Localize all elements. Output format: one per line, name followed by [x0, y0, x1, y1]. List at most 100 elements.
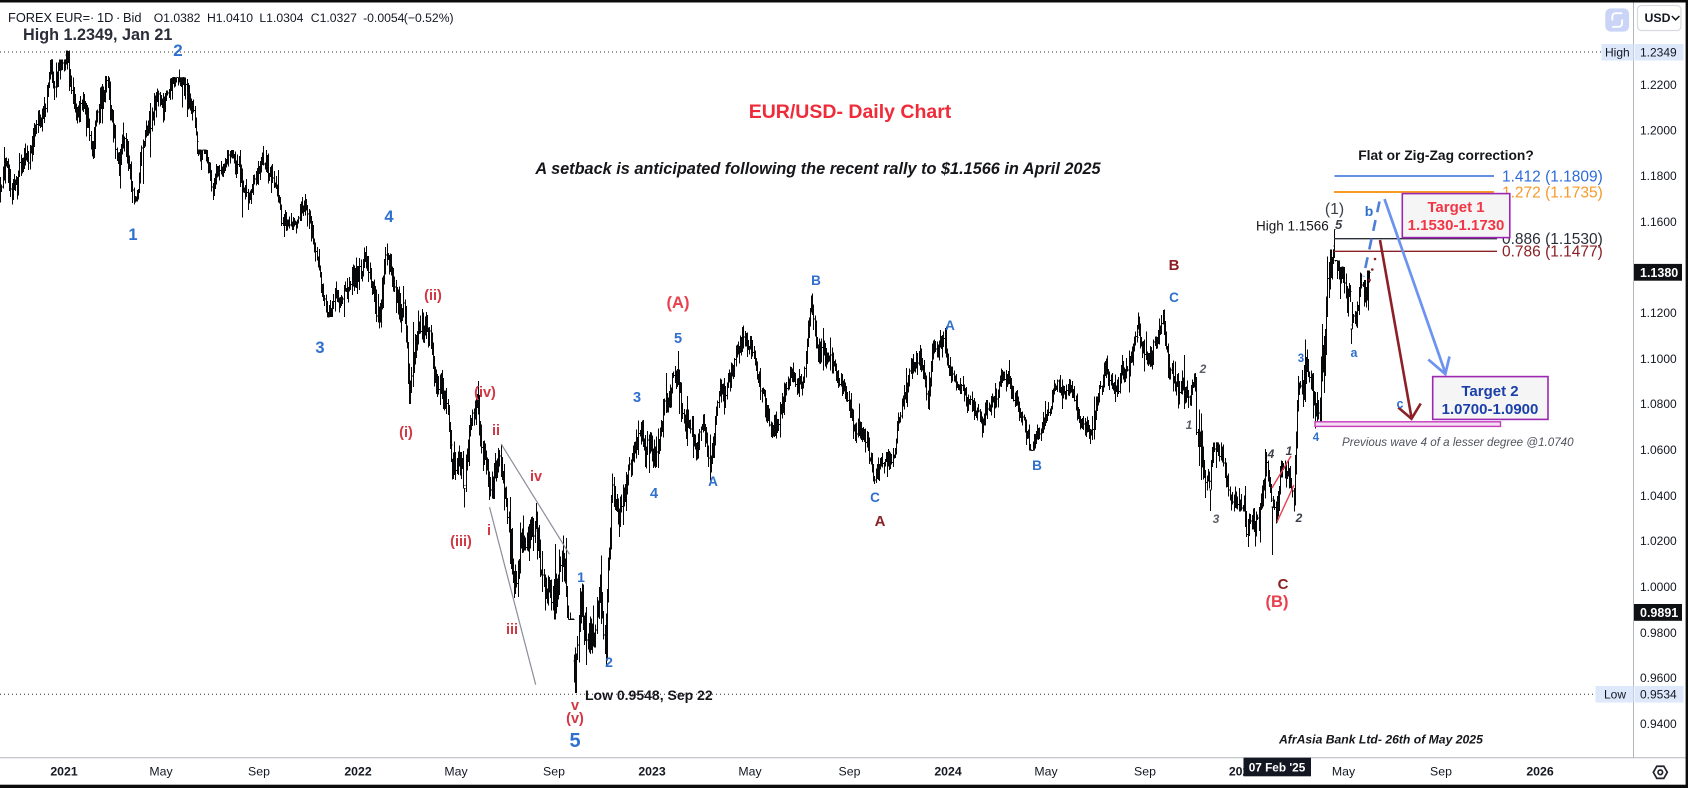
svg-text:iii: iii: [506, 622, 518, 638]
svg-text:0.9534: 0.9534: [1640, 688, 1677, 702]
svg-text:b: b: [1365, 203, 1374, 219]
svg-text:Low: Low: [1604, 688, 1626, 702]
svg-text:4: 4: [384, 208, 394, 226]
svg-text:1.0700-1.0900: 1.0700-1.0900: [1442, 401, 1539, 418]
svg-text:0.9600: 0.9600: [1640, 671, 1677, 685]
svg-text:1.272 (1.1735): 1.272 (1.1735): [1502, 185, 1603, 202]
svg-text:High: High: [1605, 46, 1630, 60]
svg-text:·: ·: [116, 10, 120, 25]
svg-text:0.9800: 0.9800: [1640, 626, 1677, 640]
svg-text:1D: 1D: [97, 10, 113, 25]
svg-text:1.0800: 1.0800: [1640, 397, 1677, 411]
svg-text:Sep: Sep: [543, 765, 565, 779]
svg-text:May: May: [149, 765, 173, 779]
svg-text:Sep: Sep: [839, 765, 861, 779]
svg-text:1.0200: 1.0200: [1640, 534, 1677, 548]
svg-text:1.1600: 1.1600: [1640, 215, 1677, 229]
svg-text:FOREX EUR=: FOREX EUR=: [8, 10, 90, 25]
svg-text:A: A: [945, 318, 955, 333]
svg-text:(iv): (iv): [474, 385, 496, 401]
svg-text:May: May: [1034, 765, 1058, 779]
svg-text:C: C: [1278, 576, 1289, 593]
svg-text:c: c: [1397, 397, 1404, 411]
svg-text:2: 2: [173, 41, 182, 60]
svg-text:C: C: [870, 490, 880, 505]
svg-text:iv: iv: [530, 469, 542, 485]
svg-text:5: 5: [569, 730, 580, 752]
svg-text:2: 2: [1199, 362, 1207, 376]
svg-text:3: 3: [1213, 512, 1220, 526]
svg-text:2021: 2021: [50, 765, 78, 779]
svg-text:Target 2: Target 2: [1461, 383, 1518, 400]
svg-text:May: May: [444, 765, 468, 779]
svg-text:C: C: [1169, 290, 1179, 305]
svg-text:1: 1: [128, 226, 137, 244]
svg-text:AfrAsia Bank Ltd- 26th of May: AfrAsia Bank Ltd- 26th of May 2025: [1278, 733, 1483, 747]
svg-text:2024: 2024: [934, 765, 962, 779]
svg-text:2: 2: [1295, 511, 1303, 525]
svg-text:L1.0304: L1.0304: [259, 11, 303, 25]
svg-text:1.1380: 1.1380: [1640, 266, 1678, 280]
svg-text:(i): (i): [399, 425, 413, 441]
svg-text:ii: ii: [492, 423, 500, 439]
svg-text:-0.0054: -0.0054: [363, 11, 405, 25]
svg-text:(ii): (ii): [424, 288, 442, 304]
svg-text:5: 5: [674, 331, 682, 347]
svg-text:High 1.2349, Jan 21: High 1.2349, Jan 21: [23, 26, 172, 44]
svg-text:1: 1: [1286, 444, 1293, 458]
svg-text:A: A: [875, 513, 886, 530]
svg-text:1: 1: [1186, 418, 1193, 432]
svg-text:2: 2: [605, 654, 613, 670]
svg-text:1.2349: 1.2349: [1640, 46, 1677, 60]
svg-text:0.9891: 0.9891: [1640, 606, 1678, 620]
svg-text:0.9400: 0.9400: [1640, 717, 1677, 731]
svg-text:(1): (1): [1325, 201, 1344, 218]
svg-text:a: a: [1351, 346, 1359, 360]
svg-text:1: 1: [577, 569, 585, 585]
svg-text:USD: USD: [1645, 11, 1671, 25]
svg-text:2026: 2026: [1526, 765, 1554, 779]
svg-text:EUR/USD- Daily Chart: EUR/USD- Daily Chart: [749, 101, 952, 123]
svg-text:2023: 2023: [638, 765, 666, 779]
svg-text:(B): (B): [1266, 593, 1289, 611]
svg-text:1.0000: 1.0000: [1640, 580, 1677, 594]
svg-text:Low 0.9548, Sep 22: Low 0.9548, Sep 22: [585, 687, 713, 703]
svg-text:1.1800: 1.1800: [1640, 169, 1677, 183]
svg-text:5: 5: [1335, 217, 1343, 232]
svg-text:O1.0382: O1.0382: [154, 11, 201, 25]
svg-text:4: 4: [1267, 447, 1275, 461]
svg-text:1.1000: 1.1000: [1640, 352, 1677, 366]
svg-text:1.412 (1.1809): 1.412 (1.1809): [1502, 169, 1603, 186]
svg-text:4: 4: [650, 486, 658, 502]
svg-text:C1.0327: C1.0327: [311, 11, 357, 25]
svg-text:07 Feb '25: 07 Feb '25: [1249, 761, 1306, 775]
svg-text:1.0400: 1.0400: [1640, 489, 1677, 503]
svg-text:Sep: Sep: [1134, 765, 1156, 779]
svg-text:1.1530-1.1730: 1.1530-1.1730: [1408, 217, 1505, 234]
svg-text:A setback is anticipated follo: A setback is anticipated following the r…: [534, 160, 1101, 178]
svg-text:3: 3: [1298, 353, 1304, 365]
svg-text:1.2200: 1.2200: [1640, 78, 1677, 92]
svg-text:3: 3: [315, 339, 324, 357]
svg-text:4: 4: [1313, 432, 1320, 444]
svg-text:0.886 (1.1530): 0.886 (1.1530): [1502, 231, 1603, 248]
svg-text:1.1200: 1.1200: [1640, 306, 1677, 320]
svg-text:1.2000: 1.2000: [1640, 124, 1677, 138]
svg-text:H1.0410: H1.0410: [207, 11, 253, 25]
svg-text:(iii): (iii): [450, 534, 472, 550]
svg-text:0.786 (1.1477): 0.786 (1.1477): [1502, 244, 1603, 261]
svg-text:(−0.52%): (−0.52%): [404, 11, 454, 25]
svg-text:3: 3: [633, 390, 641, 406]
svg-text:High 1.1566: High 1.1566: [1256, 219, 1329, 234]
svg-text:B: B: [1169, 257, 1180, 274]
svg-text:Flat or Zig-Zag correction?: Flat or Zig-Zag correction?: [1358, 148, 1534, 163]
svg-text:B: B: [811, 273, 821, 288]
svg-text:Previous wave 4 of a lesser de: Previous wave 4 of a lesser degree @1.07…: [1342, 436, 1574, 449]
svg-text:2022: 2022: [344, 765, 372, 779]
svg-text:(v): (v): [566, 711, 584, 727]
svg-text:B: B: [1032, 458, 1042, 473]
svg-text:Sep: Sep: [1430, 765, 1452, 779]
svg-text:May: May: [1332, 765, 1356, 779]
svg-text:May: May: [738, 765, 762, 779]
svg-text:Bid: Bid: [123, 10, 142, 25]
